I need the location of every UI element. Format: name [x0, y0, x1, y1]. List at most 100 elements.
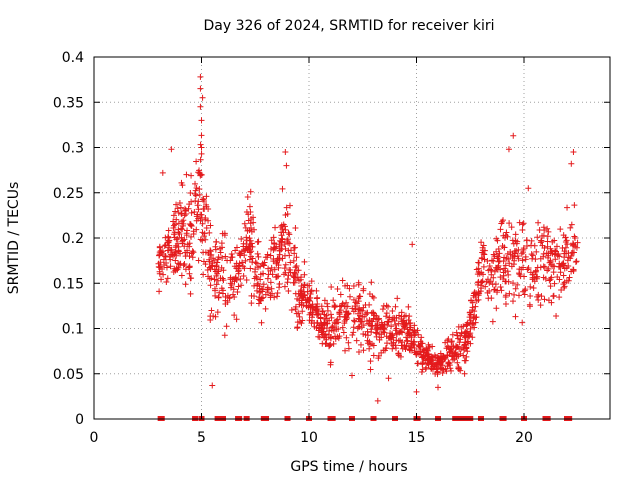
data-point	[546, 259, 553, 266]
data-point	[170, 225, 177, 232]
data-point	[561, 254, 568, 261]
data-point	[290, 244, 297, 251]
data-point-outlier	[385, 375, 392, 382]
data-point	[251, 293, 258, 300]
data-point	[512, 285, 519, 292]
data-point	[274, 255, 281, 262]
data-point	[287, 269, 294, 276]
data-point	[557, 269, 564, 276]
data-point	[247, 188, 254, 195]
data-point	[562, 234, 569, 241]
data-point	[544, 267, 551, 274]
data-point	[563, 264, 570, 271]
data-point	[478, 255, 485, 262]
data-point-outlier	[570, 149, 577, 156]
data-point	[333, 320, 340, 327]
data-point	[378, 349, 385, 356]
data-point-outlier	[435, 384, 441, 391]
data-point	[172, 208, 179, 215]
data-point	[267, 245, 274, 252]
data-point	[488, 271, 495, 278]
data-point	[502, 267, 509, 274]
data-point	[520, 220, 527, 227]
data-point-outlier	[283, 162, 290, 169]
data-point	[494, 255, 501, 262]
data-point	[218, 285, 225, 292]
data-point	[503, 229, 510, 236]
data-points	[155, 73, 581, 404]
data-point	[340, 329, 347, 336]
data-point	[573, 258, 580, 265]
data-point	[439, 369, 446, 376]
data-point	[483, 278, 490, 285]
data-point	[284, 236, 291, 243]
data-point	[528, 251, 535, 258]
data-point-outlier	[197, 103, 204, 110]
data-point	[155, 260, 162, 267]
data-point	[472, 319, 479, 326]
data-point	[200, 271, 207, 278]
data-point	[540, 263, 547, 270]
data-point	[360, 322, 367, 329]
data-point	[257, 276, 264, 283]
data-point	[323, 340, 330, 347]
data-point	[160, 271, 167, 278]
data-point	[173, 216, 180, 223]
data-point	[529, 252, 536, 259]
data-point	[248, 248, 255, 255]
data-point	[384, 340, 391, 347]
data-point	[196, 170, 203, 177]
data-point	[448, 338, 455, 345]
data-point	[351, 318, 358, 325]
data-point	[551, 250, 558, 257]
data-point	[519, 257, 526, 264]
data-point-outlier	[525, 185, 532, 192]
data-point	[392, 321, 399, 328]
data-point	[292, 225, 299, 232]
data-point	[373, 333, 380, 340]
data-point	[539, 232, 546, 239]
data-point	[187, 221, 194, 228]
data-point	[233, 277, 240, 284]
data-point	[246, 203, 253, 210]
data-point	[270, 258, 277, 265]
data-point	[528, 237, 535, 244]
data-point	[448, 339, 455, 346]
data-point	[431, 352, 438, 359]
data-point	[345, 310, 352, 317]
data-point-outlier	[568, 160, 575, 167]
data-point	[321, 297, 328, 304]
data-point	[455, 335, 462, 342]
data-point	[285, 229, 292, 236]
data-point	[328, 283, 335, 290]
data-point	[296, 313, 303, 320]
data-point	[405, 303, 412, 310]
data-point	[274, 293, 281, 300]
data-point	[178, 225, 185, 232]
data-point	[470, 320, 477, 327]
data-point	[518, 250, 525, 257]
data-point	[228, 251, 235, 258]
data-point	[175, 220, 182, 227]
data-point	[326, 342, 333, 349]
data-point	[479, 278, 486, 285]
data-point	[197, 156, 204, 163]
data-point	[375, 352, 382, 359]
data-point	[276, 281, 283, 288]
data-point	[216, 289, 223, 296]
data-point	[236, 250, 243, 257]
data-point	[196, 191, 203, 198]
data-point	[363, 318, 370, 325]
data-point	[288, 306, 295, 313]
data-point	[471, 308, 478, 315]
data-point	[561, 283, 568, 290]
data-point	[411, 322, 418, 329]
data-point	[319, 325, 326, 332]
data-point	[541, 264, 548, 271]
data-point	[516, 219, 523, 226]
y-tick-label: 0.05	[53, 367, 84, 383]
data-point	[527, 283, 534, 290]
data-point	[290, 257, 297, 264]
data-point	[408, 342, 415, 349]
data-point	[308, 287, 315, 294]
